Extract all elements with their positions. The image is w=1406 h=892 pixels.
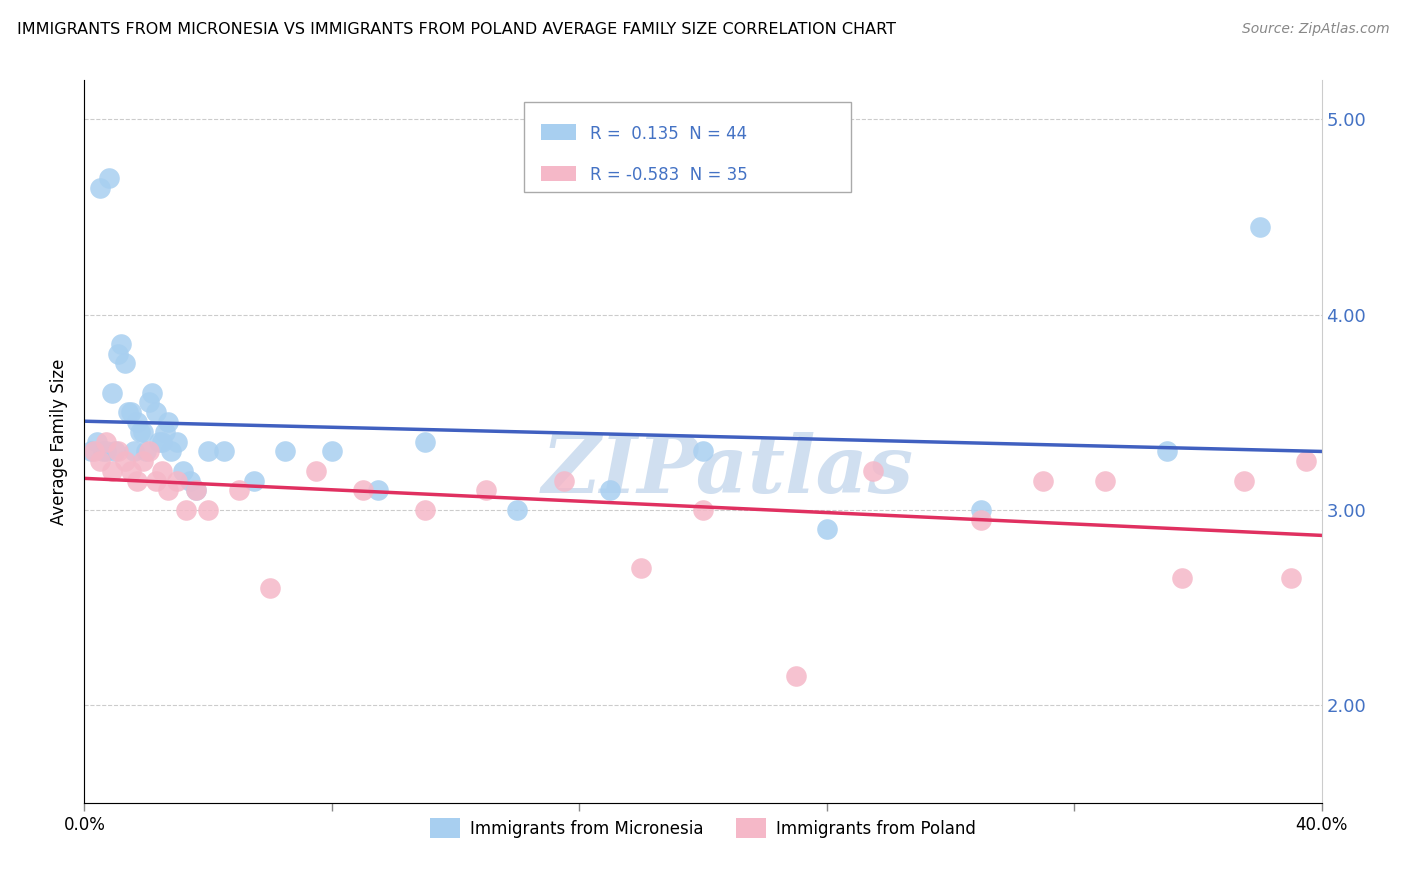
Point [475,483,498,498]
Point [94,444,117,458]
Point [184,483,207,498]
Text: IMMIGRANTS FROM MICRONESIA VS IMMIGRANTS FROM POLAND AVERAGE FAMILY SIZE CORRELA: IMMIGRANTS FROM MICRONESIA VS IMMIGRANTS… [17,22,896,37]
Point [91,444,114,458]
Point [172,464,194,478]
Point [197,444,219,458]
Point [274,444,297,458]
Point [107,444,129,458]
Point [120,405,142,419]
Point [305,464,328,478]
Point [101,464,124,478]
Point [197,503,219,517]
FancyBboxPatch shape [523,102,852,193]
Point [125,474,148,488]
Point [1094,474,1116,488]
Point [176,503,198,517]
Point [153,425,176,439]
Point [184,483,207,498]
Point [141,385,163,400]
Y-axis label: Average Family Size: Average Family Size [51,359,69,524]
Point [150,434,173,449]
Point [243,474,266,488]
Point [104,444,127,458]
Point [107,346,129,360]
Point [352,483,374,498]
Point [166,434,188,449]
Point [228,483,250,498]
Point [117,405,139,419]
Text: Source: ZipAtlas.com: Source: ZipAtlas.com [1241,22,1389,37]
Point [1295,454,1317,468]
Point [1156,444,1178,458]
Point [125,415,148,429]
Point [1279,571,1302,585]
Point [506,503,529,517]
Point [83,444,105,458]
Point [114,454,136,468]
Point [138,395,160,409]
Point [259,581,281,595]
Point [166,474,188,488]
Point [212,444,235,458]
Point [145,405,167,419]
Point [156,483,179,498]
Point [692,503,714,517]
Point [156,415,179,429]
Bar [541,166,575,181]
Point [120,464,142,478]
Point [114,356,136,370]
Point [94,434,117,449]
Point [970,513,993,527]
Point [1032,474,1054,488]
Point [692,444,714,458]
Point [599,483,621,498]
Point [79,444,101,458]
Point [89,454,111,468]
Point [145,474,167,488]
Text: R = -0.583  N = 35: R = -0.583 N = 35 [591,167,748,185]
Point [150,464,173,478]
Point [148,434,170,449]
Point [785,669,807,683]
Point [367,483,389,498]
Bar [541,124,575,140]
Point [630,561,652,575]
Point [321,444,343,458]
Point [413,503,436,517]
Point [86,434,108,449]
Point [129,425,152,439]
Point [179,474,201,488]
Point [138,444,160,458]
Point [98,170,121,185]
Point [135,444,157,458]
Point [553,474,575,488]
Point [1233,474,1256,488]
Point [101,385,124,400]
Point [970,503,993,517]
Point [110,337,132,351]
Text: R =  0.135  N = 44: R = 0.135 N = 44 [591,125,748,143]
Point [1249,219,1271,234]
Point [160,444,183,458]
Point [132,454,155,468]
Point [815,523,838,537]
Legend: Immigrants from Micronesia, Immigrants from Poland: Immigrants from Micronesia, Immigrants f… [423,812,983,845]
Point [132,425,155,439]
Point [413,434,436,449]
Point [1171,571,1194,585]
Text: ZIPatlas: ZIPatlas [541,432,914,509]
Point [89,180,111,194]
Point [862,464,884,478]
Point [122,444,145,458]
